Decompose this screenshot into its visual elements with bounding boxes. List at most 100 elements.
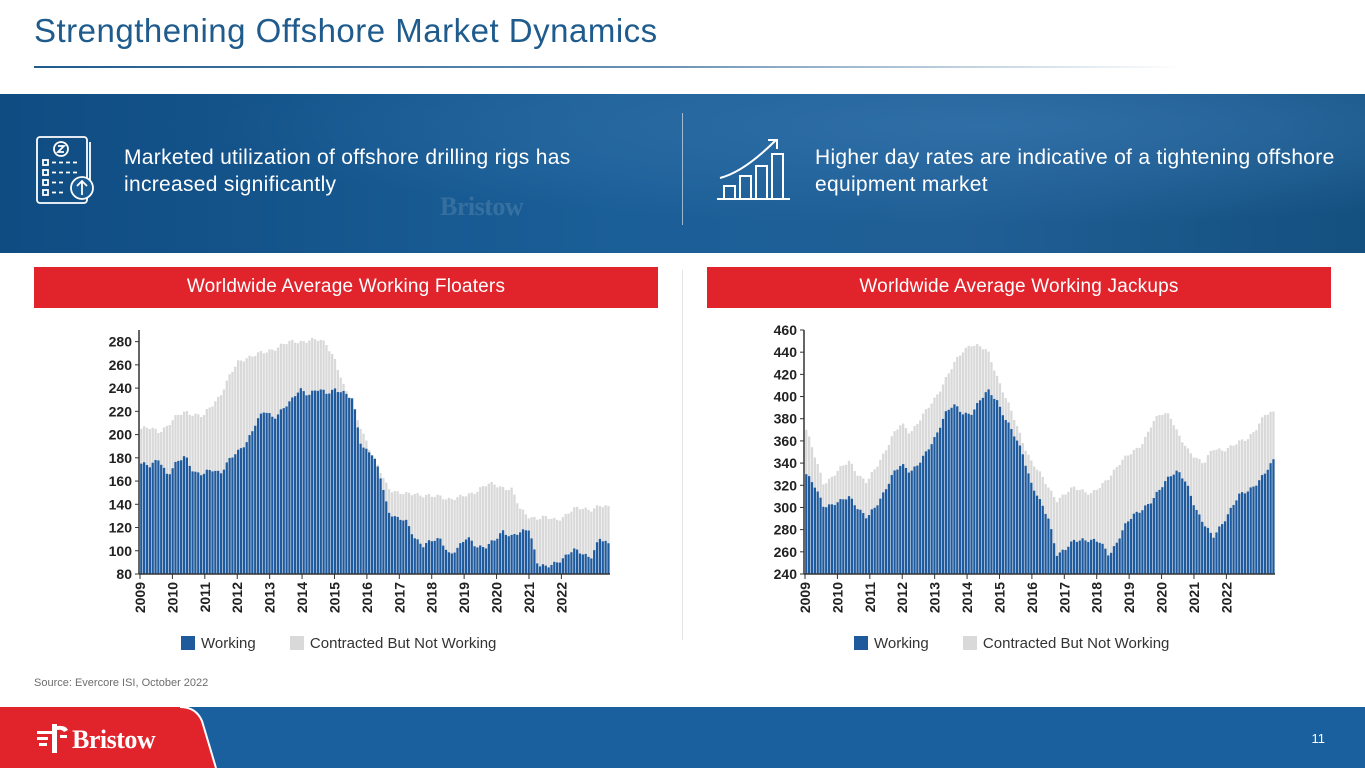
bar-contracted bbox=[973, 345, 976, 410]
bar-contracted bbox=[410, 495, 414, 535]
bar-contracted bbox=[947, 373, 950, 410]
bar-contracted bbox=[867, 478, 871, 516]
bar-working bbox=[311, 390, 314, 574]
bar-contracted bbox=[1203, 462, 1207, 527]
y-tick-label: 200 bbox=[109, 427, 133, 443]
bar-contracted bbox=[1169, 418, 1173, 477]
bar-working bbox=[262, 412, 265, 574]
bar-contracted bbox=[570, 511, 573, 553]
bar-working bbox=[1075, 541, 1079, 574]
bar-contracted bbox=[1072, 486, 1076, 540]
bar-contracted bbox=[1058, 497, 1061, 553]
bar-contracted bbox=[890, 436, 893, 476]
bar-contracted bbox=[856, 475, 859, 510]
page-number: 11 bbox=[1311, 731, 1326, 746]
bar-working bbox=[1050, 529, 1053, 574]
bar-working bbox=[142, 462, 146, 574]
x-tick-label: 2020 bbox=[489, 582, 505, 613]
bar-working bbox=[970, 414, 973, 574]
bar-contracted bbox=[879, 459, 882, 499]
bar-contracted bbox=[182, 411, 186, 457]
bar-contracted bbox=[376, 464, 379, 467]
bar-contracted bbox=[1107, 479, 1110, 556]
bar-contracted bbox=[836, 471, 839, 503]
bar-working bbox=[1178, 472, 1181, 574]
bar-working bbox=[387, 512, 391, 574]
bar-contracted bbox=[1018, 432, 1022, 446]
bar-contracted bbox=[1095, 489, 1098, 542]
banner-divider bbox=[682, 113, 683, 225]
bar-contracted bbox=[1141, 444, 1144, 511]
bar-contracted bbox=[151, 427, 154, 463]
bar-contracted bbox=[459, 494, 462, 544]
bar-working bbox=[308, 394, 311, 574]
bar-contracted bbox=[1246, 439, 1249, 492]
x-tick-label: 2022 bbox=[553, 582, 569, 613]
bar-working bbox=[222, 469, 226, 574]
bar-contracted bbox=[970, 346, 973, 415]
bar-working bbox=[313, 390, 317, 574]
bar-working bbox=[1070, 541, 1073, 574]
bar-working bbox=[245, 442, 248, 574]
bar-working bbox=[913, 466, 916, 574]
bar-working bbox=[1221, 524, 1224, 574]
bar-working bbox=[356, 427, 359, 574]
bar-working bbox=[1138, 512, 1141, 574]
bar-working bbox=[268, 413, 271, 574]
x-tick-label: 2009 bbox=[797, 582, 813, 613]
x-tick-label: 2014 bbox=[959, 582, 975, 613]
y-tick-label: 240 bbox=[774, 566, 798, 582]
bar-working bbox=[453, 552, 456, 574]
bar-working bbox=[1141, 510, 1144, 574]
x-tick-label: 2012 bbox=[894, 582, 910, 613]
bar-contracted bbox=[1189, 453, 1192, 496]
bar-working bbox=[402, 520, 405, 574]
bar-contracted bbox=[245, 358, 248, 443]
x-tick-label: 2016 bbox=[359, 582, 375, 613]
bar-contracted bbox=[1121, 459, 1124, 531]
bar-contracted bbox=[998, 383, 1002, 407]
x-tick-label: 2017 bbox=[391, 582, 407, 613]
bar-working bbox=[1021, 454, 1024, 574]
bar-contracted bbox=[1212, 450, 1215, 538]
bar-working bbox=[598, 538, 602, 574]
bar-contracted bbox=[1266, 414, 1269, 470]
bar-working bbox=[1135, 511, 1138, 574]
bar-working bbox=[382, 489, 385, 574]
bar-contracted bbox=[1038, 471, 1042, 500]
bar-working bbox=[1030, 482, 1033, 574]
bar-working bbox=[145, 464, 149, 574]
bar-working bbox=[953, 404, 956, 574]
x-tick-label: 2019 bbox=[456, 582, 472, 613]
bar-contracted bbox=[185, 411, 189, 458]
bar-working bbox=[456, 547, 459, 574]
bar-contracted bbox=[285, 344, 288, 407]
bar-contracted bbox=[1104, 480, 1107, 549]
bar-contracted bbox=[487, 483, 490, 544]
bar-contracted bbox=[1109, 475, 1113, 553]
bar-contracted bbox=[1010, 410, 1013, 429]
bar-contracted bbox=[145, 427, 149, 465]
bar-working bbox=[830, 504, 834, 574]
bar-contracted bbox=[148, 429, 151, 468]
bar-contracted bbox=[288, 340, 291, 402]
bar-working bbox=[365, 448, 368, 574]
jackups-legend: Working Contracted But Not Working bbox=[854, 635, 1169, 652]
bar-contracted bbox=[536, 519, 539, 564]
x-tick-label: 2015 bbox=[326, 582, 342, 613]
bar-contracted bbox=[422, 497, 425, 548]
bar-working bbox=[1010, 428, 1013, 574]
bar-contracted bbox=[1027, 454, 1030, 474]
bar-working bbox=[385, 501, 388, 574]
bar-working bbox=[978, 400, 982, 574]
bar-contracted bbox=[219, 395, 223, 474]
bar-working bbox=[867, 515, 871, 574]
bar-working bbox=[879, 498, 882, 574]
bar-working bbox=[921, 455, 925, 574]
bar-contracted bbox=[154, 428, 157, 461]
bar-contracted bbox=[234, 366, 237, 455]
bar-contracted bbox=[910, 431, 913, 471]
bar-contracted bbox=[847, 460, 851, 497]
bar-working bbox=[231, 457, 234, 574]
y-tick-label: 260 bbox=[774, 544, 798, 560]
